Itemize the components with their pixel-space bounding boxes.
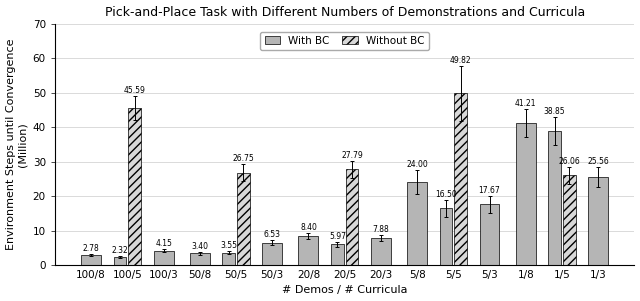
Text: 26.75: 26.75	[232, 154, 254, 163]
Text: 5.97: 5.97	[329, 232, 346, 241]
Bar	[154, 251, 173, 265]
Bar	[454, 93, 467, 265]
Text: 3.40: 3.40	[191, 242, 208, 251]
Bar	[407, 182, 427, 265]
Bar	[548, 131, 561, 265]
Legend: With BC, Without BC: With BC, Without BC	[260, 32, 429, 50]
Bar	[298, 236, 319, 265]
Title: Pick-and-Place Task with Different Numbers of Demonstrations and Curricula: Pick-and-Place Task with Different Numbe…	[104, 5, 585, 19]
Bar	[440, 208, 452, 265]
Text: 8.40: 8.40	[300, 223, 317, 232]
Text: 27.79: 27.79	[341, 150, 363, 160]
Text: 45.59: 45.59	[124, 86, 145, 95]
Bar	[190, 253, 210, 265]
Bar	[128, 108, 141, 265]
Text: 6.53: 6.53	[264, 230, 281, 239]
Bar	[81, 256, 101, 265]
Text: 41.21: 41.21	[515, 99, 536, 108]
Text: 16.50: 16.50	[435, 190, 457, 199]
Bar	[588, 177, 608, 265]
Bar	[346, 169, 358, 265]
Bar	[114, 257, 127, 265]
Text: 24.00: 24.00	[406, 160, 428, 169]
Text: 2.32: 2.32	[112, 246, 129, 255]
Bar	[479, 204, 499, 265]
Bar	[331, 244, 344, 265]
Bar	[223, 253, 235, 265]
Bar	[563, 175, 575, 265]
Text: 3.55: 3.55	[220, 241, 237, 250]
Bar	[371, 238, 391, 265]
X-axis label: # Demos / # Curricula: # Demos / # Curricula	[282, 285, 408, 296]
Text: 25.56: 25.56	[588, 157, 609, 166]
Text: 38.85: 38.85	[544, 107, 566, 116]
Text: 49.82: 49.82	[450, 56, 471, 65]
Text: 7.88: 7.88	[372, 225, 389, 234]
Bar	[237, 173, 250, 265]
Text: 4.15: 4.15	[155, 239, 172, 248]
Text: 26.06: 26.06	[558, 157, 580, 166]
Bar	[516, 123, 536, 265]
Y-axis label: Environment Steps until Convergence
(Million): Environment Steps until Convergence (Mil…	[6, 39, 27, 250]
Bar	[262, 243, 282, 265]
Text: 2.78: 2.78	[83, 244, 100, 253]
Text: 17.67: 17.67	[479, 185, 500, 194]
